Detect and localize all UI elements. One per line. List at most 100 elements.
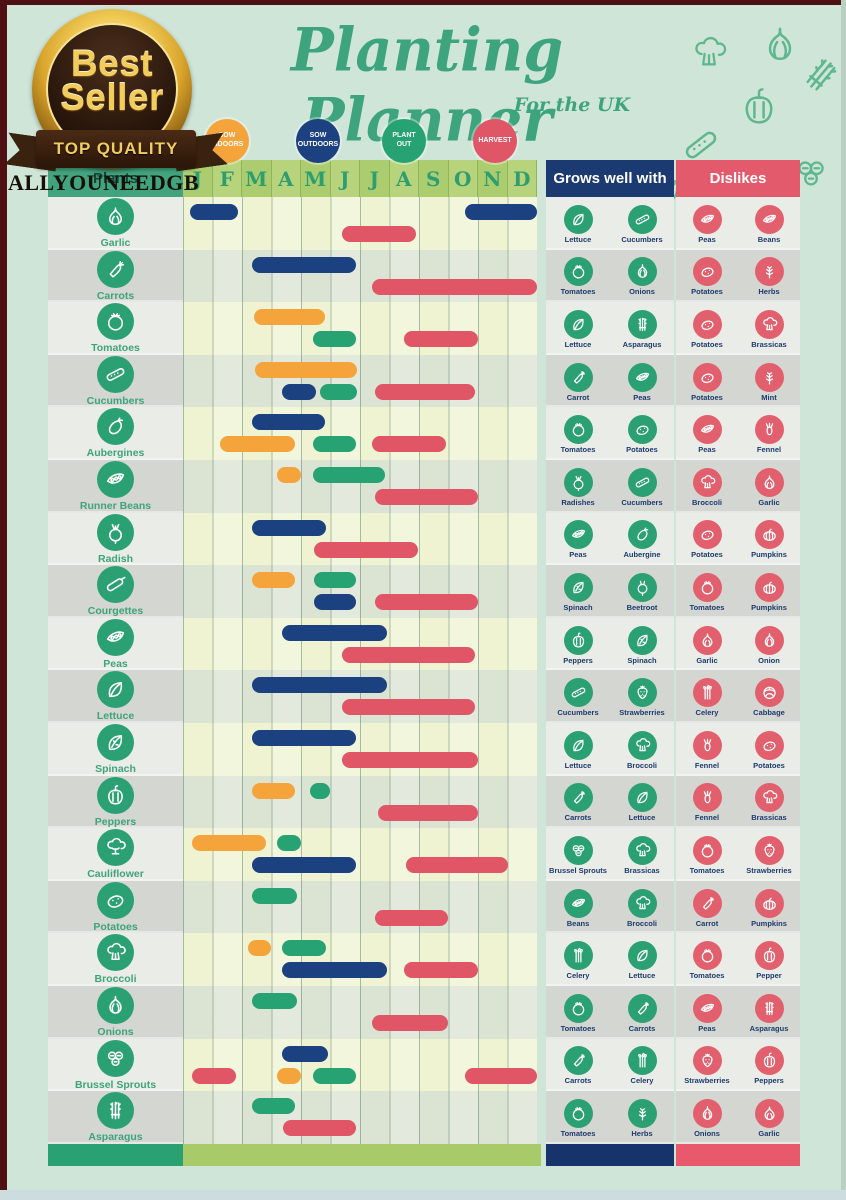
timeline-cell [183,354,537,408]
dislikes-cell: Fennel Brassicas [676,775,800,829]
harvest-bar [342,226,417,242]
carrot-icon [627,993,657,1023]
month-label-10: N [478,160,508,197]
dislike: Asparagus [738,986,800,1039]
badge-center: Best Seller [46,23,178,155]
timeline-cell [183,512,537,566]
plant-cell: Courgettes [48,565,183,618]
potato-icon [692,310,722,340]
companion: Peas [546,513,610,566]
peas-icon [563,888,593,918]
dislike: Strawberries [676,1039,738,1092]
dislike-label: Pumpkins [751,918,787,928]
companion-label: Spinach [627,655,657,665]
dislike: Potatoes [676,513,738,566]
grows-well-cell: Cucumbers Strawberries [546,670,674,723]
grows-well-cell: Tomatoes Onions [546,249,674,303]
companion-label: Brassicas [624,866,660,876]
timeline-cell [183,723,537,776]
plant-cell: Asparagus [48,1091,183,1144]
sow-outdoors-bar [281,383,316,400]
dislike: Brassicas [738,302,800,355]
dislike-label: Onion [758,655,780,665]
dislike-label: Fennel [694,813,720,823]
radish-icon [97,513,134,551]
harvest-bar [374,383,476,400]
grows-well-cell: Carrots Celery [546,1038,674,1092]
pepper-icon [745,88,773,124]
plant-out-bar [312,467,386,483]
plant-name: Onions [97,1026,134,1039]
broccoli-icon [627,888,657,918]
cucumber-icon [685,131,717,159]
tomato-icon [97,303,134,341]
dislikes-cell: Fennel Potatoes [676,723,800,776]
onion-icon [97,987,134,1025]
month-label-8: S [419,160,449,197]
garlic-icon [692,625,722,655]
companion: Radishes [546,460,610,513]
sow-indoors-bar [191,835,266,852]
companion-label: Beetroot [626,603,658,613]
garlic-icon [754,1099,784,1129]
harvest-bar [191,1067,237,1084]
pepper-icon [97,776,134,814]
legend-harvest: HARVEST [473,119,517,163]
companion-label: Potatoes [626,445,658,455]
plant-cell: Runner Beans [48,460,183,513]
dislike-label: Peppers [754,1076,784,1086]
dislike: Potatoes [676,302,738,355]
plant-row: Peas Peppers Spinach Garlic Onion [0,617,846,671]
dislike: Broccoli [676,460,738,513]
plant-name: Garlic [100,237,131,250]
companion-label: Herbs [631,1129,653,1139]
potato-icon [692,520,722,550]
onion-icon [768,27,792,61]
plant-row: Cucumbers Carrot Peas Potatoes Mint [0,354,846,408]
companion: Brassicas [610,828,674,881]
ribbon-banner: TOP QUALITY [36,130,196,168]
dislike-label: Peas [698,445,716,455]
plant-cell: Potatoes [48,880,183,934]
companion-label: Peas [633,392,651,402]
frame-edge-bottom [0,1190,846,1200]
harvest-bar [283,1120,356,1137]
dislike-label: Strawberries [684,1076,730,1086]
companion: Brussel Sprouts [546,828,610,881]
badge-ribbon: TOP QUALITY [4,116,228,178]
grows-well-cell: Spinach Beetroot [546,565,674,618]
companion: Carrot [546,355,610,408]
grows-well-cell: Tomatoes Carrots [546,986,674,1039]
companion: Potatoes [610,407,674,460]
cabbage-icon [754,678,784,708]
dislikes-cell: Strawberries Peppers [676,1038,800,1092]
peas-icon [97,618,134,656]
plant-row: Brussel Sprouts Carrots Celery Strawberr… [0,1038,846,1092]
plant-cell: Cauliflower [48,828,183,881]
legend-plant-out: PLANT OUT [382,119,426,163]
dislikes-cell: Garlic Onion [676,617,800,671]
dislike: Garlic [676,618,738,671]
timeline-cell [183,828,537,881]
grows-well-cell: Peas Aubergine [546,512,674,566]
asparagus-icon [627,310,657,340]
dislike-label: Fennel [756,445,782,455]
companion-label: Tomatoes [560,1129,596,1139]
sow-indoors-bar [252,572,296,589]
carrot-icon [563,362,593,392]
dislike: Pumpkins [738,881,800,934]
companion-label: Tomatoes [560,445,596,455]
potato-icon [754,730,784,760]
dislikes-cell: Peas Fennel [676,407,800,460]
dislike: Fennel [738,407,800,460]
poster-subtitle: For the UK [513,94,630,116]
dislike-label: Brassicas [751,813,787,823]
tomato-icon [563,257,593,287]
plant-out-bar [277,835,302,852]
companion: Asparagus [610,302,674,355]
poster-title: Planting Planner [290,14,564,156]
companion: Herbs [610,1091,674,1144]
spinach-icon [627,625,657,655]
companion: Spinach [546,565,610,618]
cucumber-icon [563,678,593,708]
